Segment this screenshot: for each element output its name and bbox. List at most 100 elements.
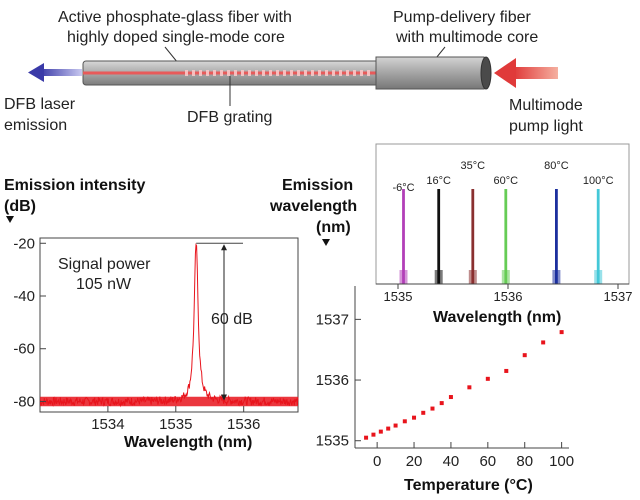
tuning-line [504, 189, 508, 284]
tuning-x-axis-label: Wavelength (nm) [433, 309, 561, 326]
grating-mark [241, 70, 244, 76]
temperature-x-tick-label: 60 [479, 453, 496, 470]
temperature-data-point [421, 410, 426, 415]
tuning-x-ticks: 1535 1536 1537 [384, 284, 632, 304]
grating-mark [234, 70, 237, 76]
temperature-data-point [393, 423, 398, 428]
grating-mark [318, 70, 321, 76]
pump-fiber-label-line2: with multimode core [395, 29, 538, 46]
tuning-spectra-chart: -6°C 16°C 35°C 60°C 80°C 100°C 1535 1536 1537 W… [375, 143, 632, 326]
wavelength-vs-temperature-chart: Emission wavelength (nm) 1535 1536 1537 0 2… [269, 177, 574, 494]
active-fiber-leader-line [164, 46, 179, 64]
emission-y-tick-label: -40 [13, 288, 35, 305]
emission-x-tick-label: 1535 [159, 416, 192, 433]
tuning-line-base [594, 270, 603, 284]
tuning-temperature-labels: -6°C 16°C 35°C 60°C 80°C 100°C [392, 160, 613, 194]
tuning-line [402, 189, 405, 284]
pump-fiber-end [480, 56, 492, 90]
tuning-line [437, 189, 441, 284]
emission-x-tick-label: 1536 [227, 416, 260, 433]
grating-mark [185, 70, 188, 76]
temperature-x-tick-label: 100 [549, 453, 574, 470]
grating-mark [192, 70, 195, 76]
fiber-core [83, 71, 383, 75]
grating-mark [255, 70, 258, 76]
grating-mark [199, 70, 202, 76]
temperature-y-tick-label: 1535 [316, 433, 349, 450]
tuning-x-tick-label: 1535 [384, 289, 413, 304]
tuning-line [555, 189, 558, 284]
active-fiber-label-line2: highly doped single-mode core [67, 29, 285, 46]
tuning-spectral-lines [399, 189, 603, 284]
fiber-schematic: Active phosphate-glass fiber with highly… [4, 9, 583, 135]
down-triangle-icon [322, 239, 330, 246]
tuning-line-base [434, 270, 443, 284]
emission-intensity-label-line2: (dB) [4, 198, 36, 215]
grating-mark [367, 70, 370, 76]
tuning-x-tick-label: 1536 [494, 289, 523, 304]
temperature-y-ticks: 1535 1536 1537 [316, 311, 361, 450]
dfb-emission-label-line2: emission [4, 117, 67, 134]
emission-plot-frame [39, 237, 299, 413]
emission-arrow-icon [28, 63, 82, 82]
down-triangle-icon [6, 216, 14, 223]
grating-mark [332, 70, 335, 76]
grating-mark [353, 70, 356, 76]
grating-mark [283, 70, 286, 76]
temperature-x-ticks: 0 20 40 60 80 100 [373, 442, 574, 470]
pump-light-label-line2: pump light [509, 118, 583, 135]
grating-mark [297, 70, 300, 76]
signal-power-label-line1: Signal power [58, 256, 151, 273]
temperature-data-point [439, 401, 444, 406]
emission-wavelength-label-line3: (nm) [316, 219, 351, 236]
emission-y-tick-label: -60 [13, 341, 35, 358]
tuning-line-base [399, 270, 408, 284]
emission-x-ticks: 1534 1535 1536 [91, 406, 260, 433]
tuning-temperature-label: 16°C [426, 175, 451, 187]
dfb-grating-label: DFB grating [187, 109, 272, 126]
temperature-data-point [504, 368, 509, 373]
temperature-data-point [371, 432, 376, 437]
temperature-data-point [364, 435, 369, 440]
signal-power-label-line2: 105 nW [76, 276, 132, 293]
temperature-data-point [378, 429, 383, 434]
temperature-data-point [448, 395, 453, 400]
emission-y-tick-label: -80 [13, 393, 35, 410]
emission-wavelength-label-line2: wavelength [269, 198, 357, 215]
grating-mark [206, 70, 209, 76]
noise-floor-band [40, 396, 298, 407]
tuning-line-base [552, 270, 561, 284]
tuning-line [596, 189, 600, 284]
grating-mark [311, 70, 314, 76]
emission-spectrum-chart: Emission intensity (dB) -20 -40 -60 -80 153… [4, 177, 299, 451]
arrow-down-icon [221, 394, 227, 401]
dfb-emission-label-line1: DFB laser [4, 96, 76, 113]
tuning-temperature-label: -6°C [392, 182, 414, 194]
emission-intensity-label-line1: Emission intensity [4, 177, 145, 194]
temperature-data-point [412, 415, 417, 420]
temperature-x-tick-label: 80 [516, 453, 533, 470]
pump-fiber-label-line1: Pump-delivery fiber [393, 9, 532, 26]
grating-mark [304, 70, 307, 76]
active-fiber-label-line1: Active phosphate-glass fiber with [58, 9, 292, 26]
temperature-data-point [430, 406, 435, 411]
emission-x-axis-label: Wavelength (nm) [124, 434, 252, 451]
grating-mark [269, 70, 272, 76]
grating-mark [227, 70, 230, 76]
tuning-line-base [468, 270, 477, 284]
temperature-data-point [467, 385, 472, 390]
grating-mark [290, 70, 293, 76]
temperature-x-tick-label: 0 [373, 453, 381, 470]
grating-mark [325, 70, 328, 76]
dynamic-range-label: 60 dB [211, 311, 253, 328]
grating-mark [248, 70, 251, 76]
temperature-data-point [522, 353, 527, 358]
grating-mark [360, 70, 363, 76]
emission-y-ticks: -20 -40 -60 -80 [13, 235, 46, 410]
temperature-data-point [485, 376, 490, 381]
grating-mark [262, 70, 265, 76]
tuning-temperature-label: 35°C [461, 160, 486, 172]
grating-mark [339, 70, 342, 76]
grating-mark [346, 70, 349, 76]
